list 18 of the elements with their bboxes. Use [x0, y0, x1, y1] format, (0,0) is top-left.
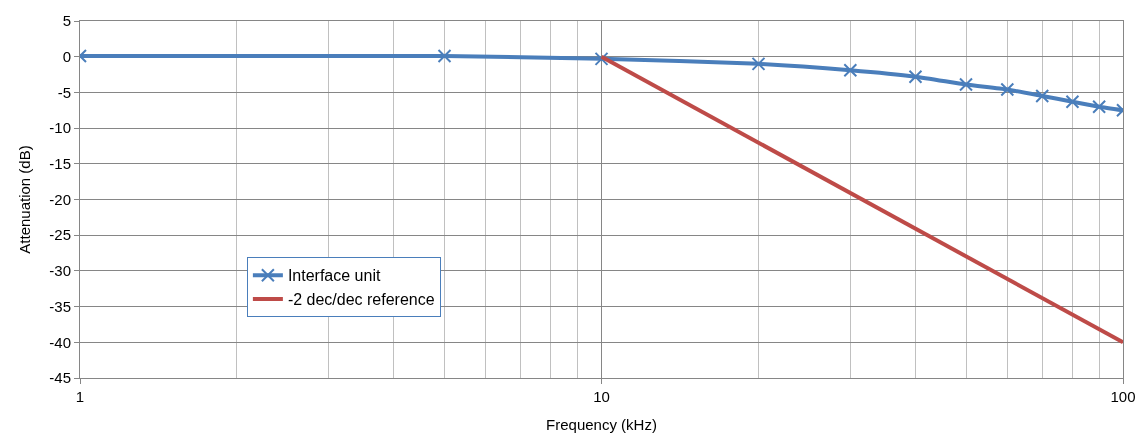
x-tick-label: 100: [1110, 388, 1136, 405]
y-tick-label: 0: [62, 47, 71, 65]
x-axis-title: Frequency (kHz): [546, 416, 657, 433]
y-tick-label: -35: [49, 297, 71, 315]
y-tick-label: -30: [49, 262, 71, 280]
y-tick-label: -15: [49, 155, 71, 173]
y-tick-label: -5: [57, 83, 71, 101]
y-axis-title: Attenuation (dB): [15, 145, 33, 254]
y-tick-label: -10: [49, 119, 71, 137]
legend-label: -2 dec/dec reference: [287, 291, 435, 309]
y-tick-label: 5: [62, 12, 71, 30]
y-tick-label: -45: [49, 369, 71, 387]
y-tick-label: -20: [49, 190, 71, 208]
y-tick-label: -40: [49, 333, 71, 351]
x-tick-label: 10: [593, 388, 610, 405]
y-tick-label: -25: [49, 226, 71, 244]
legend-label: Interface unit: [287, 267, 381, 285]
x-tick-label: 1: [75, 388, 85, 405]
